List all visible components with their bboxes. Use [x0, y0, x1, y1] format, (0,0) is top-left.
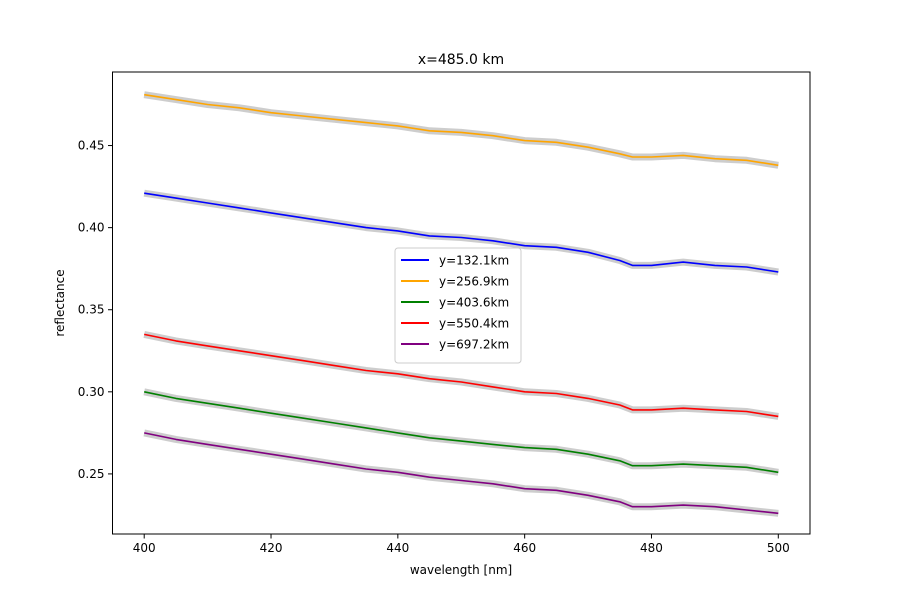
y-tick-label: 0.25 [78, 467, 105, 481]
legend-box [394, 247, 522, 364]
legend-label: y=697.2km [439, 338, 509, 352]
series-line [144, 432, 779, 515]
series-line [144, 192, 779, 273]
series-band [143, 429, 779, 517]
x-tick-label: 440 [386, 541, 409, 555]
y-tick-label: 0.45 [78, 139, 105, 153]
x-tick-label: 460 [513, 541, 536, 555]
y-tick-label: 0.35 [78, 303, 105, 317]
x-tick-label: 400 [133, 541, 156, 555]
legend: y=132.1km y=256.9km y=403.6km y=550.4km y=69… [394, 247, 522, 364]
legend-label: y=256.9km [439, 275, 509, 289]
x-axis: 400 420 440 460 480 500 [133, 534, 790, 555]
y-axis: 0.25 0.30 0.35 0.40 0.45 [78, 139, 113, 481]
series-line [144, 93, 779, 167]
legend-label: y=550.4km [439, 317, 509, 331]
y-tick-label: 0.40 [78, 221, 105, 235]
y-axis-label: reflectance [53, 269, 67, 336]
chart-title: x=485.0 km [418, 52, 504, 68]
x-tick-label: 500 [767, 541, 790, 555]
x-tick-label: 480 [640, 541, 663, 555]
plot-frame [112, 71, 811, 535]
series-line [144, 333, 779, 418]
series-line [144, 391, 779, 474]
legend-label: y=403.6km [439, 296, 509, 310]
y-tick-label: 0.30 [78, 385, 105, 399]
series-band [143, 388, 779, 476]
legend-label: y=132.1km [439, 254, 509, 268]
x-tick-label: 420 [260, 541, 283, 555]
x-axis-label: wavelength [nm] [410, 563, 512, 577]
series-lines [144, 93, 779, 515]
